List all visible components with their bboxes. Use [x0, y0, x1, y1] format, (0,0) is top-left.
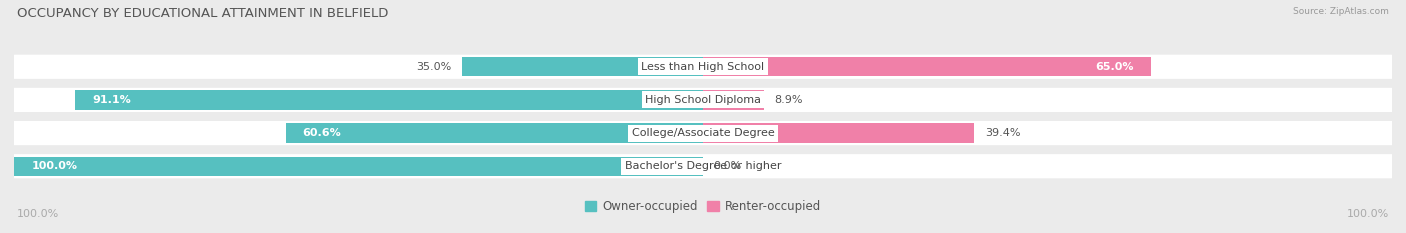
- Text: High School Diploma: High School Diploma: [645, 95, 761, 105]
- Text: College/Associate Degree: College/Associate Degree: [631, 128, 775, 138]
- Bar: [76, 90, 703, 110]
- Text: 65.0%: 65.0%: [1095, 62, 1133, 72]
- Text: Less than High School: Less than High School: [641, 62, 765, 72]
- Text: 100.0%: 100.0%: [17, 209, 59, 219]
- Bar: [461, 57, 703, 76]
- Bar: [703, 90, 765, 110]
- Text: 91.1%: 91.1%: [93, 95, 131, 105]
- FancyBboxPatch shape: [14, 55, 1392, 79]
- Text: 8.9%: 8.9%: [775, 95, 803, 105]
- Bar: [703, 57, 1152, 76]
- Text: 100.0%: 100.0%: [31, 161, 77, 171]
- Text: 100.0%: 100.0%: [1347, 209, 1389, 219]
- Bar: [14, 157, 703, 176]
- Text: Source: ZipAtlas.com: Source: ZipAtlas.com: [1294, 7, 1389, 16]
- Text: OCCUPANCY BY EDUCATIONAL ATTAINMENT IN BELFIELD: OCCUPANCY BY EDUCATIONAL ATTAINMENT IN B…: [17, 7, 388, 20]
- Text: Bachelor's Degree or higher: Bachelor's Degree or higher: [624, 161, 782, 171]
- Text: 35.0%: 35.0%: [416, 62, 451, 72]
- Text: 60.6%: 60.6%: [302, 128, 342, 138]
- Text: 0.0%: 0.0%: [713, 161, 741, 171]
- Bar: [285, 123, 703, 143]
- FancyBboxPatch shape: [14, 154, 1392, 178]
- Bar: [703, 123, 974, 143]
- FancyBboxPatch shape: [14, 88, 1392, 112]
- FancyBboxPatch shape: [14, 121, 1392, 145]
- Text: 39.4%: 39.4%: [984, 128, 1021, 138]
- Legend: Owner-occupied, Renter-occupied: Owner-occupied, Renter-occupied: [579, 195, 827, 218]
